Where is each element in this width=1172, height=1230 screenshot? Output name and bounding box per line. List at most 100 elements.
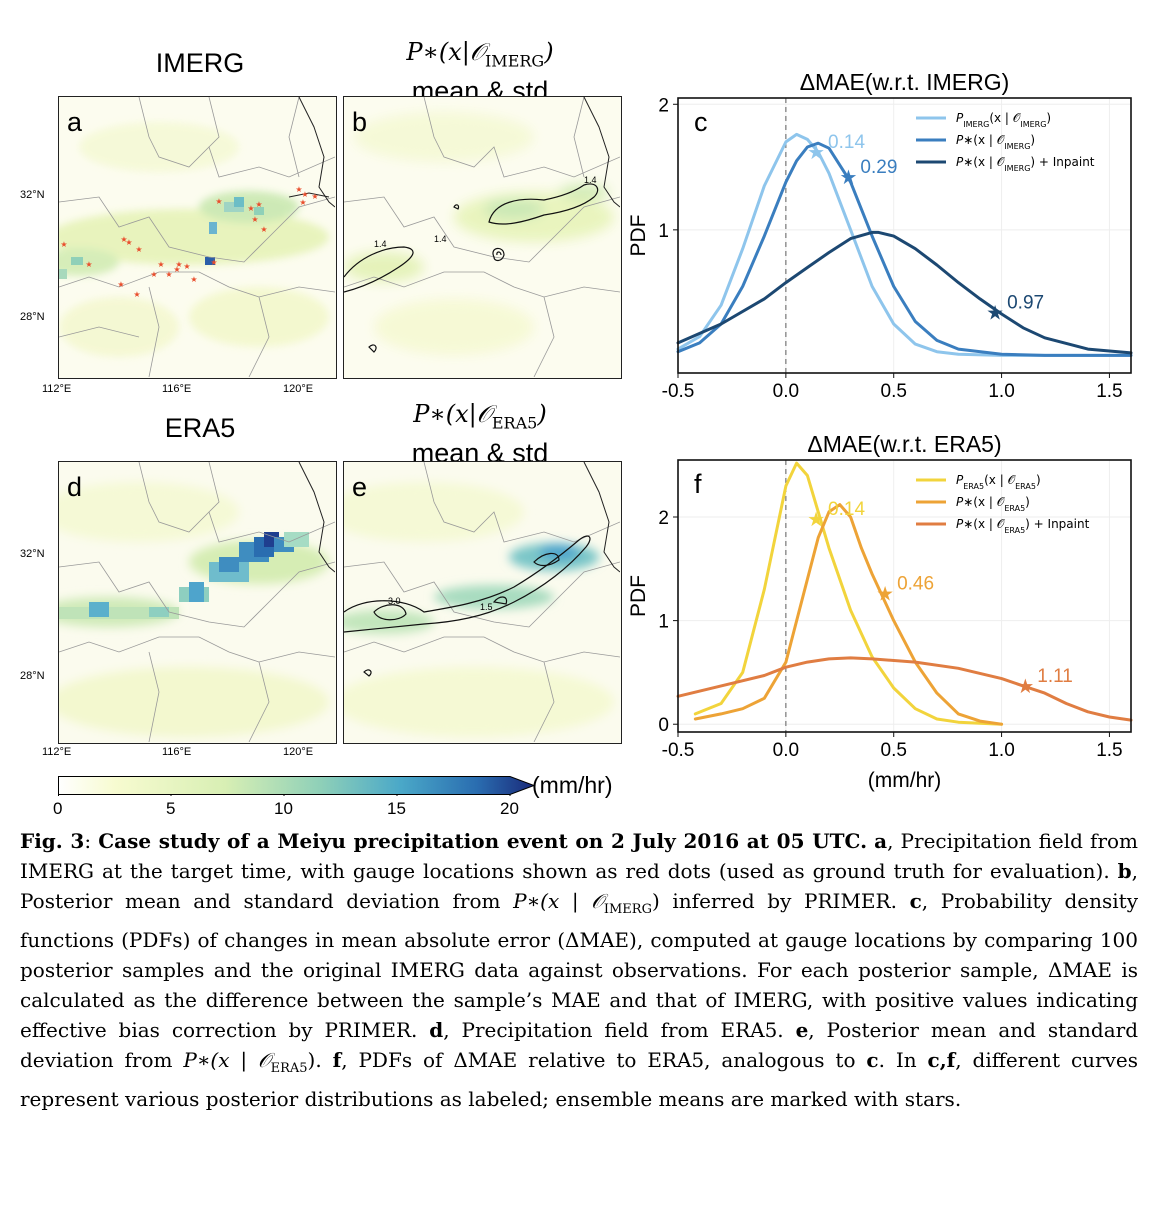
svg-text:★: ★ — [255, 200, 262, 209]
chart-f-xtick-label-0: -0.5 — [662, 740, 695, 761]
caption-f-text3: , different curves represent various pos… — [20, 1048, 1138, 1111]
svg-text:★: ★ — [311, 192, 318, 201]
svg-text:★: ★ — [247, 204, 254, 213]
chart-f-letter: f — [694, 469, 702, 499]
panel-b-letter: b — [352, 107, 367, 137]
contour-label-b2: 1.4 — [434, 234, 447, 244]
chart-c-legend-1-label: P∗(x | 𝒪IMERG) — [956, 133, 1035, 151]
svg-text:★: ★ — [133, 290, 140, 299]
chart-f-series-0-line — [693, 461, 1004, 726]
svg-text:★: ★ — [157, 260, 164, 269]
chart-c-title: ΔMAE(w.r.t. IMERG) — [800, 69, 1010, 95]
colorbar-tick-10: 10 — [274, 799, 293, 818]
svg-text:★: ★ — [173, 265, 180, 274]
chart-c-series-0-line — [676, 132, 1133, 357]
panel-b-title: P∗(x|𝒪IMERG) mean & std — [340, 36, 620, 106]
chart-f-series-1-mean-star: ★ — [876, 582, 894, 606]
chart-f-xtick-label-2: 0.5 — [881, 740, 907, 761]
caption-c-text: , Probability density functions (PDFs) o… — [20, 889, 1138, 1042]
caption-b-math: P∗(x | 𝒪 — [513, 889, 604, 913]
contour-label-e1: 3.0 — [388, 596, 401, 606]
caption-e-text1: , Posterior mean and standard deviation … — [20, 1018, 1139, 1072]
caption-e-label: e — [795, 1018, 809, 1042]
caption-f-text2: . In — [878, 1048, 928, 1072]
chart-f-series-0-mean-label: 0.14 — [828, 499, 865, 520]
chart-c-ytick-label-0: 1 — [658, 221, 669, 242]
colorbar — [58, 776, 538, 798]
chart-c-xtick-label-4: 1.5 — [1096, 381, 1122, 402]
caption-fig-label: Fig. 3 — [20, 829, 85, 853]
svg-text:★: ★ — [183, 262, 190, 271]
chart-c-series-1-line — [676, 141, 1133, 357]
svg-text:★: ★ — [299, 198, 306, 207]
svg-text:★: ★ — [85, 260, 92, 269]
map-d-lon-116: 116°E — [162, 746, 192, 758]
svg-text:★: ★ — [125, 238, 132, 247]
chart-c-frame — [677, 97, 1132, 374]
svg-text:★: ★ — [175, 260, 182, 269]
caption-title: Case study of a Meiyu precipitation even… — [98, 829, 868, 853]
caption-b-text2: ) inferred by PRIMER. — [651, 889, 910, 913]
svg-text:★: ★ — [301, 190, 308, 199]
map-panel-a: ★ ★ ★ ★ ★ ★ ★ ★ ★ ★ ★ ★ ★ ★ ★ ★ ★ ★ ★ ★ ★ ★ ★ ★ a — [58, 96, 337, 379]
map-a-lat-32: 32°N — [20, 189, 45, 201]
panel-e-title-math: P∗(x|𝒪 — [413, 400, 492, 428]
caption-f-ref-cf: c,f — [927, 1048, 956, 1072]
contour-label-b1: 1.4 — [584, 175, 597, 185]
panel-a-letter: a — [67, 107, 83, 137]
chart-c-ylabel: PDF — [627, 215, 650, 257]
chart-c-xtick-label-2: 0.5 — [881, 381, 907, 402]
chart-f-series-2-line — [676, 656, 1133, 722]
colorbar-tick-15: 15 — [387, 799, 406, 818]
chart-f-title: ΔMAE(w.r.t. ERA5) — [807, 431, 1001, 457]
chart-f-frame — [677, 459, 1132, 733]
caption-a-text: , Precipitation field from IMERG at the … — [20, 829, 1139, 883]
caption-b-text1: , Posterior mean and standard deviation … — [20, 859, 1138, 913]
caption-e-math: P∗(x | 𝒪 — [183, 1048, 271, 1072]
caption-f-text1: , PDFs of ΔMAE relative to ERA5, analogo… — [341, 1048, 867, 1072]
svg-text:★: ★ — [210, 258, 217, 267]
caption-a-label: a — [874, 829, 888, 853]
svg-text:★: ★ — [120, 235, 127, 244]
map-d-lon-120: 120°E — [283, 746, 314, 758]
chart-c-series-2-line — [676, 230, 1133, 355]
svg-text:★: ★ — [117, 280, 124, 289]
colorbar-unit: (mm/hr) — [532, 772, 613, 798]
chart-c-series-1-mean-label: 0.29 — [860, 157, 897, 178]
chart-f-series-1-mean-label: 0.46 — [897, 574, 934, 595]
svg-text:★: ★ — [295, 185, 302, 194]
caption-colon: : — [84, 829, 99, 853]
panel-b-title-close: ) — [544, 38, 554, 66]
caption-c-label: c — [909, 889, 922, 913]
map-a-lon-112: 112°E — [42, 383, 72, 395]
svg-text:★: ★ — [150, 270, 157, 279]
map-a-lat-28: 28°N — [20, 311, 45, 323]
chart-f-xlabel: (mm/hr) — [868, 769, 941, 792]
svg-text:★: ★ — [260, 225, 267, 234]
chart-f-legend-2-label: P∗(x | 𝒪ERA5) + Inpaint — [956, 517, 1090, 535]
caption-f-ref-c: c — [866, 1048, 879, 1072]
map-d-lon-112: 112°E — [42, 746, 72, 758]
chart-c-series-2-mean-star: ★ — [986, 301, 1004, 325]
map-panel-e: 3.0 1.5 e — [343, 461, 622, 744]
chart-f-series-1-line — [693, 503, 1004, 726]
chart-c-series-0-mean-label: 0.14 — [828, 132, 865, 153]
colorbar-tick-5: 5 — [166, 799, 176, 818]
map-panel-d: d — [58, 461, 337, 744]
svg-text:★: ★ — [251, 215, 258, 224]
panel-e-title-sub: ERA5 — [491, 413, 538, 433]
map-a-lon-116: 116°E — [162, 383, 192, 395]
contour-label-e2: 1.5 — [480, 602, 493, 612]
chart-f-xtick-label-1: 0.0 — [773, 740, 799, 761]
caption-e-sub: ERA5 — [270, 1061, 308, 1076]
map-a-lon-120: 120°E — [283, 383, 314, 395]
svg-text:★: ★ — [190, 275, 197, 284]
chart-f-ytick-label-0: 0 — [658, 715, 669, 736]
panel-d-letter: d — [67, 472, 82, 502]
panel-b-title-math: P∗(x|𝒪 — [406, 38, 485, 66]
chart-c-series-0-mean-star: ★ — [807, 140, 825, 164]
colorbar-tick-0: 0 — [53, 799, 63, 818]
panel-b-title-sub: IMERG — [484, 51, 545, 71]
svg-text:★: ★ — [165, 270, 172, 279]
panel-e-title-close: ) — [537, 400, 547, 428]
